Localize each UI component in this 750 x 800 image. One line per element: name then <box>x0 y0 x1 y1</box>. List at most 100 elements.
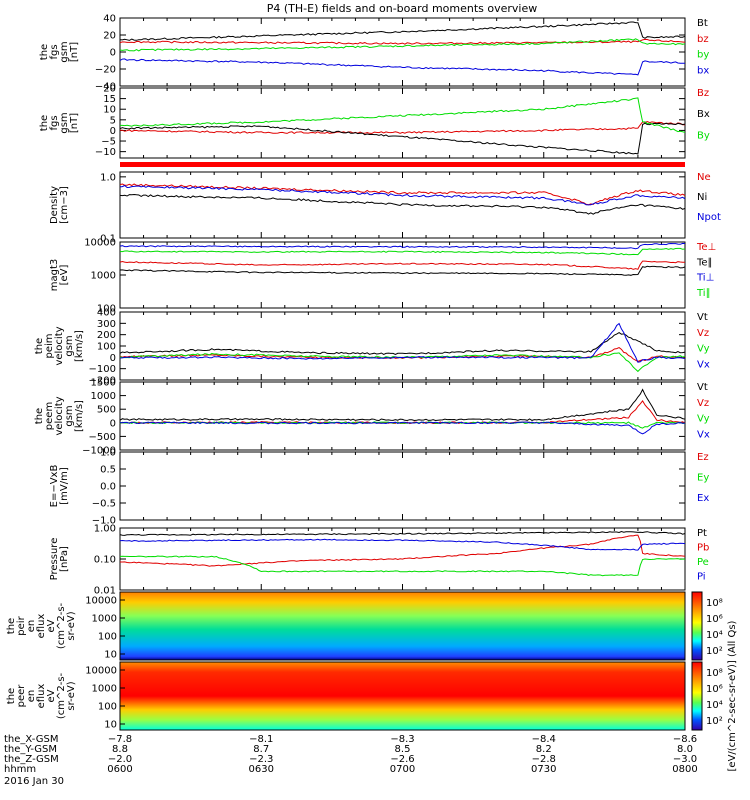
xaxis-tick-label: 0700 <box>390 764 415 775</box>
series-line-te∥ <box>119 265 686 276</box>
ytick-label: −200 <box>89 376 116 387</box>
ytick-label: −40 <box>95 82 116 93</box>
series-line-vt <box>119 388 686 422</box>
ytick-label: 10000 <box>84 238 116 249</box>
legend-label: Npot <box>697 212 721 223</box>
legend-label: Vy <box>697 344 710 355</box>
date-label: 2016 Jan 30 <box>4 776 64 787</box>
panel-8: Pressure [nPa] 1.00 0.10 0.01 Pt Pb Pe Pi <box>49 524 709 597</box>
ylabel-line: [km/s] <box>74 400 85 432</box>
legend-label: Vz <box>697 328 709 339</box>
xaxis-tick-label: −2.0 <box>108 754 132 765</box>
legend-label: Bx <box>697 109 710 120</box>
ylabel-line: en <box>26 620 37 633</box>
colorbar-tick: 10⁴ <box>706 630 723 641</box>
legend-label: Ey <box>697 473 709 484</box>
ytick-label: 5 <box>110 115 116 126</box>
ylabel-line: the <box>34 338 45 354</box>
ytick-label: −20 <box>95 65 116 76</box>
ytick-label: 1000 <box>91 391 116 402</box>
legend-label: Pe <box>697 557 709 568</box>
legend-label: bz <box>697 34 709 45</box>
legend-label: Bz <box>697 88 709 99</box>
ylabel-line: velocity <box>54 396 65 435</box>
legend-label: By <box>697 130 710 141</box>
xaxis-row-label: hhmm <box>4 764 36 775</box>
series-line-vt <box>119 332 686 356</box>
xaxis-tick-label: −3.0 <box>673 754 697 765</box>
xaxis-tick-label: −8.4 <box>532 734 556 745</box>
colorbar-tick: 10² <box>706 646 723 657</box>
xaxis-row-label: the_Z-GSM <box>4 754 59 765</box>
series-line-ti∥ <box>119 247 686 256</box>
ylabel-line: en <box>26 690 37 703</box>
ytick-label: 1000 <box>92 684 117 695</box>
quality-flag-bar <box>120 162 685 167</box>
ytick-label: 1.0 <box>100 172 116 183</box>
ytick-label: 500 <box>97 405 116 416</box>
legend-label: Pb <box>697 542 709 553</box>
ylabel-line: the <box>39 44 50 60</box>
ytick-label: 0.01 <box>94 586 116 597</box>
legend-label: Te⊥ <box>696 242 716 253</box>
ylabel-line: gsm <box>64 405 75 426</box>
ytick-label: 400 <box>97 308 116 319</box>
panel-10: the peer en eflux eV (cm^2-s-sr-eV) 10000 1000 1… <box>6 661 723 731</box>
panel-frame <box>119 661 686 731</box>
ytick-label: 100 <box>98 702 117 713</box>
ylabel-line: gsm <box>59 112 70 133</box>
xaxis-tick-label: −7.8 <box>108 734 132 745</box>
series-line-bx <box>119 58 685 76</box>
ylabel-line: [cm−3] <box>59 186 70 224</box>
xaxis-tick-label: 8.2 <box>536 744 552 755</box>
ytick-label: 100 <box>98 632 117 643</box>
series-line-pb <box>120 534 686 567</box>
ylabel-line: eV <box>46 689 57 702</box>
xaxis-row-label: the_Y-GSM <box>4 744 57 755</box>
ytick-label: 100 <box>97 304 116 315</box>
legend-label: Pi <box>697 571 706 582</box>
series-line-vx <box>119 421 686 435</box>
panel-frame <box>119 171 686 239</box>
legend-label: Ti⊥ <box>696 273 714 284</box>
legend-label: Vt <box>697 312 708 323</box>
xaxis-tick-label: −8.1 <box>249 734 273 745</box>
ytick-label: 10 <box>104 720 117 731</box>
legend-label: Vx <box>697 429 710 440</box>
legend-label: Ne <box>697 172 711 183</box>
ylabel-line: [km/s] <box>74 330 85 362</box>
series-line-bt <box>119 21 686 41</box>
panel-3: Density [cm−3] 1.0 0.1 Ne Ni Npot <box>49 171 721 245</box>
ylabel-line: the <box>39 115 50 131</box>
panel-frame <box>119 17 686 87</box>
series-line-npot <box>119 184 686 206</box>
ytick-label: 20 <box>103 84 116 95</box>
xaxis-tick-label: −2.3 <box>249 754 273 765</box>
ylabel-line: [eV] <box>59 265 70 286</box>
xaxis-row-label: the_X-GSM <box>4 734 58 745</box>
colorbar <box>691 661 703 731</box>
ytick-label: −1000 <box>82 446 116 457</box>
figure-title: P4 (TH-E) fields and on-board moments ov… <box>267 2 538 15</box>
ytick-label: 10 <box>104 650 117 661</box>
xaxis-tick-label: 0800 <box>672 764 697 775</box>
series-line-vx <box>119 322 686 363</box>
panel-9: the peir en eflux eV (cm^2-s-sr-eV) 10000 1000 1… <box>6 591 723 661</box>
ytick-label: 1.00 <box>94 524 116 535</box>
legend-label: Bt <box>697 18 708 29</box>
series-line-by <box>119 38 686 52</box>
ylabel-line: Density <box>49 186 60 224</box>
ytick-label: −10 <box>95 147 116 158</box>
ytick-label: 0 <box>110 48 116 59</box>
xaxis-tick-label: 8.0 <box>677 744 693 755</box>
panel-frame <box>119 591 686 661</box>
ytick-label: 100 <box>97 342 116 353</box>
series-line-bz <box>119 38 686 45</box>
ytick-label: 1.0 <box>100 448 116 459</box>
legend-label: Vx <box>697 359 710 370</box>
ytick-label: −1.0 <box>92 516 116 527</box>
ylabel-line: gsm <box>59 41 70 62</box>
ylabel-line: the <box>34 408 45 424</box>
